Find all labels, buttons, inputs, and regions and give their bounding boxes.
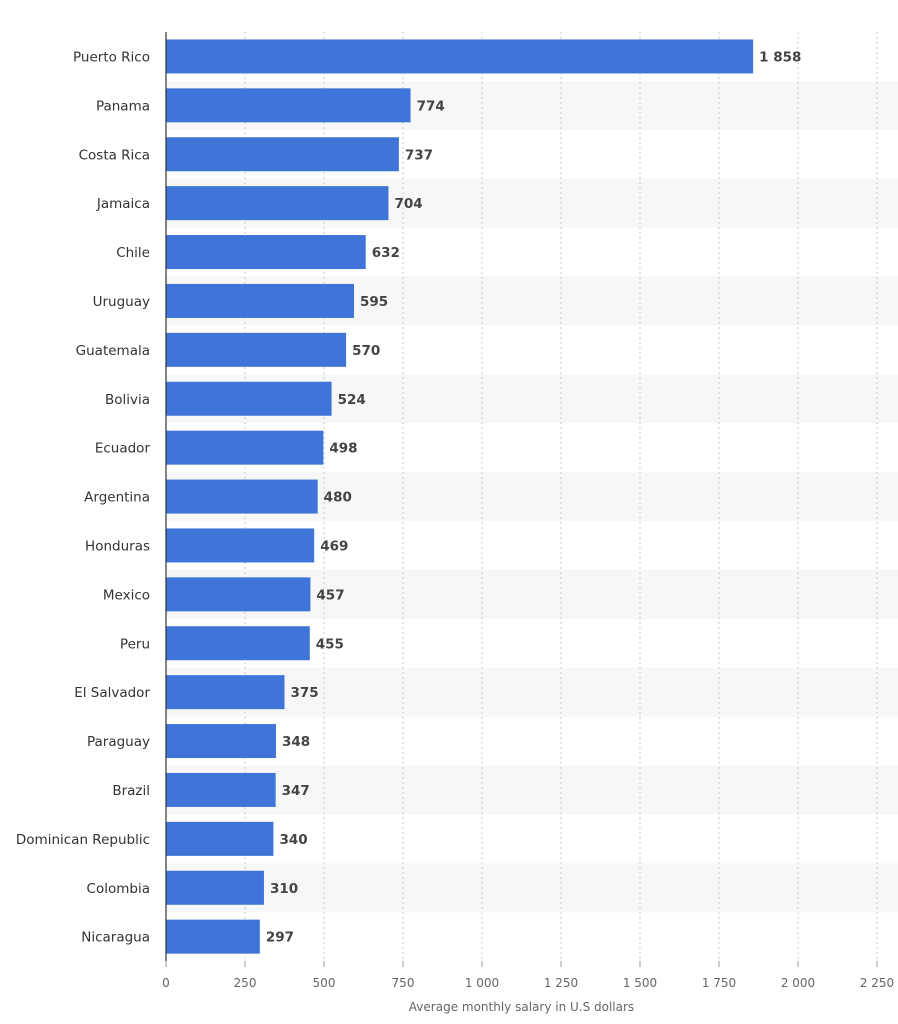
category-label: Bolivia	[105, 392, 150, 408]
x-tick-label: 0	[162, 976, 170, 990]
x-tick-label: 500	[313, 976, 336, 990]
category-label: Paraguay	[87, 734, 150, 750]
bar	[166, 186, 389, 221]
data-label: 737	[405, 147, 433, 163]
category-label: Colombia	[87, 881, 150, 897]
category-label: Argentina	[84, 490, 150, 506]
category-labels: Puerto Rico Panama Costa Rica Jamaica Chile U…	[16, 49, 151, 945]
bar	[166, 724, 276, 759]
data-label: 774	[417, 98, 445, 114]
bar	[166, 235, 366, 270]
bar	[166, 772, 276, 807]
data-label: 498	[329, 441, 357, 457]
bar	[166, 430, 324, 465]
x-tick-label: 1 500	[623, 976, 657, 990]
category-label: Mexico	[103, 587, 150, 603]
bar	[166, 283, 355, 318]
x-tick-label: 250	[234, 976, 257, 990]
data-label: 348	[282, 734, 310, 750]
category-label: Jamaica	[96, 196, 150, 212]
bar	[166, 919, 260, 954]
category-label: Nicaragua	[81, 930, 150, 946]
bar	[166, 332, 347, 367]
bar	[166, 88, 411, 123]
bar	[166, 137, 399, 172]
x-tick-label: 2 000	[781, 976, 815, 990]
category-label: Honduras	[85, 538, 150, 554]
x-tick-label: 750	[392, 976, 415, 990]
value-labels: 1 858 774 737 704 632 595 570 524 498 480 469 457 45…	[266, 49, 802, 945]
bar	[166, 821, 274, 856]
x-axis-title: Average monthly salary in U.S dollars	[409, 1000, 634, 1014]
bar	[166, 626, 310, 661]
bar	[166, 528, 315, 563]
data-label: 632	[372, 245, 400, 261]
category-label: Costa Rica	[79, 147, 150, 163]
x-axis-ticks: 0 250 500 750 1 000 1 250 1 500 1 750 2 000 2 250	[162, 961, 894, 990]
category-label: El Salvador	[74, 685, 150, 701]
data-label: 340	[279, 832, 307, 848]
data-label: 480	[324, 490, 352, 506]
bar	[166, 675, 285, 710]
data-label: 375	[291, 685, 319, 701]
data-label: 297	[266, 930, 294, 946]
data-label: 455	[316, 636, 344, 652]
x-tick-label: 1 250	[544, 976, 578, 990]
x-tick-label: 1 750	[702, 976, 736, 990]
data-label: 524	[338, 392, 366, 408]
data-label: 704	[394, 196, 422, 212]
bars	[166, 39, 754, 954]
bar	[166, 577, 311, 612]
data-label: 595	[360, 294, 388, 310]
category-label: Panama	[96, 98, 150, 114]
data-label: 570	[352, 343, 380, 359]
category-label: Brazil	[112, 783, 150, 799]
data-label: 457	[316, 587, 344, 603]
bar	[166, 870, 264, 905]
data-label: 1 858	[759, 49, 801, 65]
category-label: Guatemala	[76, 343, 150, 359]
data-label: 469	[320, 538, 348, 554]
category-label: Peru	[120, 636, 150, 652]
bar	[166, 381, 332, 416]
data-label: 347	[282, 783, 310, 799]
category-label: Puerto Rico	[73, 49, 150, 65]
bar	[166, 479, 318, 514]
row-stripe	[166, 765, 898, 815]
x-tick-label: 2 250	[860, 976, 894, 990]
category-label: Chile	[116, 245, 150, 261]
category-label: Ecuador	[95, 441, 151, 457]
row-stripe	[166, 863, 898, 913]
x-tick-label: 1 000	[465, 976, 499, 990]
data-label: 310	[270, 881, 298, 897]
category-label: Dominican Republic	[16, 832, 150, 848]
row-stripe	[166, 667, 898, 717]
bar	[166, 39, 754, 74]
category-label: Uruguay	[93, 294, 150, 310]
